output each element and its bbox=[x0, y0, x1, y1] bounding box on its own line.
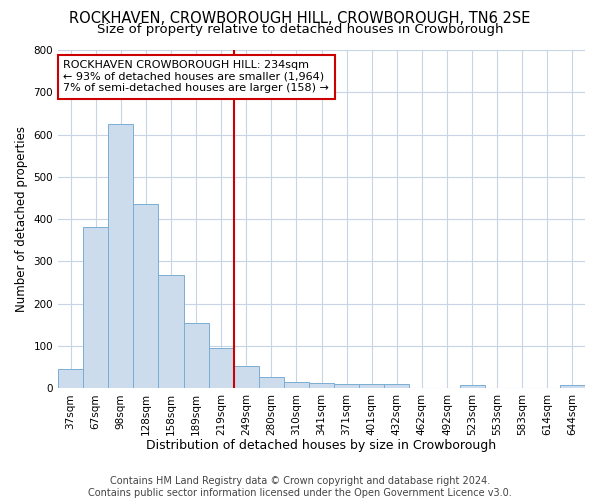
Bar bbox=[209, 348, 233, 389]
Text: Contains HM Land Registry data © Crown copyright and database right 2024.
Contai: Contains HM Land Registry data © Crown c… bbox=[88, 476, 512, 498]
Bar bbox=[284, 382, 309, 388]
Text: Size of property relative to detached houses in Crowborough: Size of property relative to detached ho… bbox=[97, 22, 503, 36]
Bar bbox=[233, 366, 259, 388]
Text: ROCKHAVEN, CROWBOROUGH HILL, CROWBOROUGH, TN6 2SE: ROCKHAVEN, CROWBOROUGH HILL, CROWBOROUGH… bbox=[70, 11, 530, 26]
Bar bbox=[460, 386, 485, 388]
Bar bbox=[83, 227, 108, 388]
Bar bbox=[560, 386, 585, 388]
Bar bbox=[184, 323, 209, 388]
Text: ROCKHAVEN CROWBOROUGH HILL: 234sqm
← 93% of detached houses are smaller (1,964)
: ROCKHAVEN CROWBOROUGH HILL: 234sqm ← 93%… bbox=[64, 60, 329, 94]
Bar bbox=[259, 376, 284, 388]
X-axis label: Distribution of detached houses by size in Crowborough: Distribution of detached houses by size … bbox=[146, 440, 497, 452]
Bar bbox=[384, 384, 409, 388]
Bar bbox=[158, 276, 184, 388]
Bar bbox=[359, 384, 384, 388]
Bar bbox=[108, 124, 133, 388]
Bar bbox=[58, 369, 83, 388]
Y-axis label: Number of detached properties: Number of detached properties bbox=[15, 126, 28, 312]
Bar bbox=[133, 204, 158, 388]
Bar bbox=[309, 384, 334, 388]
Bar bbox=[334, 384, 359, 388]
